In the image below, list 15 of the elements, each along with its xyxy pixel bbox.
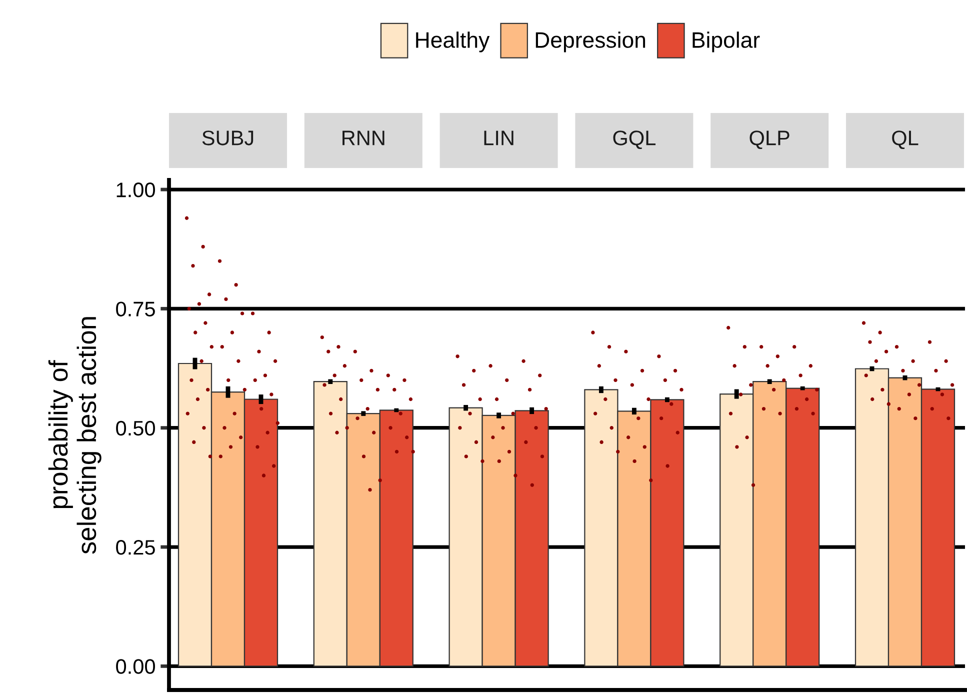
y-tick-label: 0.00: [116, 659, 155, 674]
y-tick-label: 0.75: [116, 302, 155, 316]
x-tick-label: GQL: [613, 130, 656, 150]
x-tick-label: QL: [892, 130, 918, 150]
legend-label: Bipolar: [692, 32, 760, 52]
y-tick-label: 0.25: [116, 540, 155, 555]
y-axis-title: probability of selecting best action: [48, 317, 102, 554]
x-tick-label: RNN: [342, 130, 384, 146]
x-tick-label: QLP: [750, 130, 790, 150]
x-tick-label: LIN: [484, 130, 514, 146]
legend-label: Healthy: [416, 32, 490, 52]
y-tick-label: 0.50: [116, 420, 155, 436]
legend-label: Depression: [536, 32, 646, 52]
x-tick-label: SUBJ: [202, 130, 254, 146]
y-tick-label: 1.00: [116, 182, 155, 198]
